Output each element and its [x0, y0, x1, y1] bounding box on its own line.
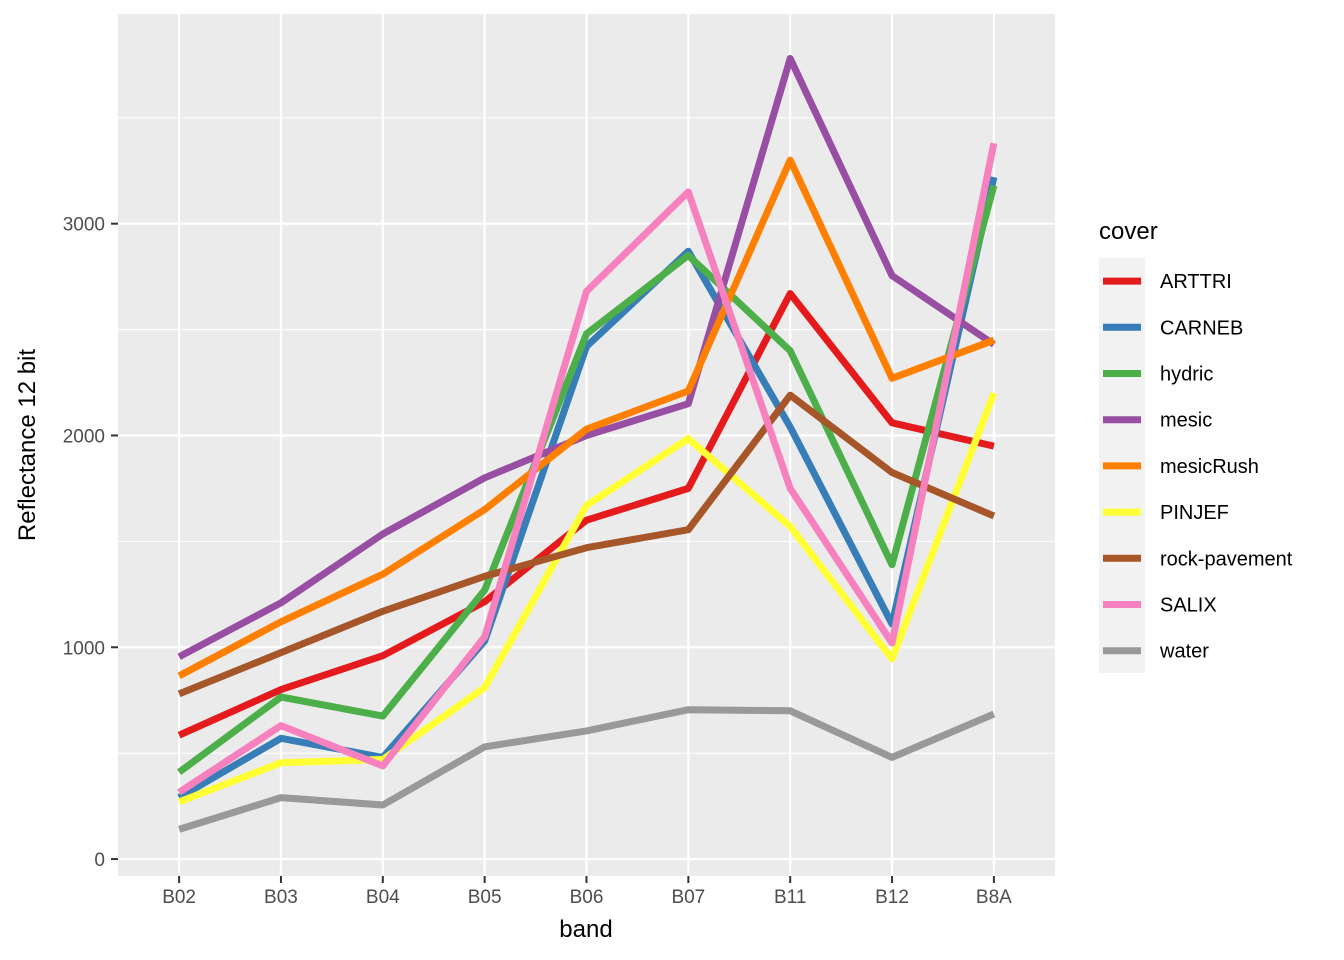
- series-line-salix: [177, 142, 998, 796]
- legend-title: cover: [1099, 218, 1158, 245]
- series-line-carneb: [177, 176, 998, 801]
- major-gridlines: [118, 14, 1055, 876]
- y-axis: 0 1000 2000 3000: [63, 215, 118, 871]
- x-tick-label: B05: [468, 887, 502, 908]
- x-axis-title: band: [559, 916, 612, 943]
- x-tick-label: B07: [671, 887, 705, 908]
- legend-label: PINJEF: [1160, 502, 1229, 524]
- legend-label: mesicRush: [1160, 456, 1259, 478]
- legend-label: SALIX: [1160, 595, 1217, 617]
- x-tick-label: B04: [366, 887, 400, 908]
- series-line-rock-pavement: [177, 391, 996, 698]
- legend: cover ARTTRI CARNEB hydric mesic mesicRush PI…: [1099, 218, 1293, 673]
- y-axis-title: Reflectance 12 bit: [14, 349, 41, 541]
- x-tick-label: B8A: [976, 887, 1012, 908]
- series-line-pinjef: [177, 391, 998, 806]
- series-line-hydric: [177, 184, 998, 776]
- series-lines: [177, 55, 998, 833]
- legend-label: water: [1159, 641, 1209, 663]
- series-line-mesic: [177, 55, 996, 660]
- y-tick-label: 2000: [63, 426, 105, 447]
- x-axis: B02 B03 B04 B05 B06 B07 B11 B12 B8A: [162, 876, 1012, 908]
- legend-label: CARNEB: [1160, 317, 1243, 339]
- y-tick-label: 1000: [63, 638, 105, 659]
- y-tick-label: 3000: [63, 215, 105, 236]
- series-line-arttri: [177, 290, 995, 739]
- x-tick-label: B02: [162, 887, 196, 908]
- series-line-mesicrush: [177, 156, 996, 679]
- legend-label: rock-pavement: [1160, 548, 1293, 570]
- series-line-water: [178, 706, 996, 833]
- x-tick-label: B06: [570, 887, 604, 908]
- legend-label: ARTTRI: [1160, 271, 1232, 293]
- x-tick-label: B12: [875, 887, 909, 908]
- x-tick-label: B11: [774, 887, 806, 908]
- y-tick-label: 0: [94, 850, 105, 871]
- legend-label: hydric: [1160, 364, 1213, 386]
- legend-label: mesic: [1160, 410, 1212, 432]
- x-tick-label: B03: [264, 887, 298, 908]
- legend-items: ARTTRI CARNEB hydric mesic mesicRush PINJEF ro…: [1103, 271, 1293, 663]
